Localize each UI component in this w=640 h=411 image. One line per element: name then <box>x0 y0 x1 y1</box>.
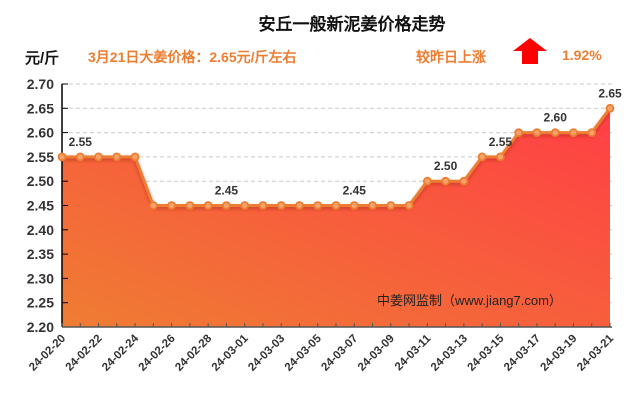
x-tick-label: 24-03-03 <box>246 333 287 374</box>
area-fill <box>62 108 610 327</box>
y-axis-unit: 元/斤 <box>25 50 60 67</box>
y-axis-labels: 2.20 2.25 2.30 2.35 2.40 2.45 2.50 2.55 2.60 2.65… <box>27 76 54 335</box>
x-axis-labels: 24-02-2024-02-2224-02-2424-02-2624-02-28… <box>27 332 616 373</box>
data-point <box>331 201 341 210</box>
data-point <box>295 201 304 210</box>
x-tick-label: 24-03-01 <box>210 332 251 373</box>
data-point <box>185 201 195 210</box>
data-labels: 2.55 2.45 2.45 2.50 2.55 2.60 2.65 <box>69 86 622 197</box>
data-point <box>532 128 542 138</box>
data-point <box>441 176 451 186</box>
data-point <box>313 201 323 210</box>
x-tick-label: 24-02-20 <box>27 333 68 374</box>
x-tick-label: 24-02-22 <box>64 333 105 374</box>
data-point <box>240 201 250 210</box>
data-point <box>148 201 158 210</box>
axes <box>61 83 612 328</box>
y-tick-label: 2.60 <box>27 125 54 141</box>
y-tick-label: 2.25 <box>27 295 54 311</box>
data-point <box>276 201 286 210</box>
data-point <box>587 128 597 138</box>
change-label: 较昨日上涨 <box>416 49 486 65</box>
data-point <box>550 128 560 138</box>
x-tick-label: 24-03-05 <box>283 332 324 373</box>
change-percent: 1.92% <box>562 47 602 63</box>
data-point <box>514 128 524 138</box>
data-points <box>57 103 615 210</box>
x-tick-label: 24-03-11 <box>393 332 434 373</box>
data-label: 2.60 <box>544 111 568 125</box>
y-tick-label: 2.70 <box>27 76 54 92</box>
data-point <box>368 201 377 210</box>
data-point <box>349 201 359 210</box>
data-point <box>57 152 67 162</box>
y-tick-label: 2.65 <box>27 100 54 116</box>
data-point <box>495 152 505 162</box>
data-point <box>203 201 213 210</box>
data-point <box>94 152 103 162</box>
data-point <box>258 201 268 210</box>
x-tick-label: 24-03-09 <box>356 333 397 374</box>
watermark: 中姜网监制（www.jiang7.com） <box>377 293 562 308</box>
x-tick-label: 24-03-21 <box>575 332 616 373</box>
data-point <box>605 103 615 113</box>
y-tick-label: 2.40 <box>27 222 54 238</box>
data-label: 2.50 <box>434 159 458 173</box>
x-tick-label: 24-03-07 <box>319 333 360 374</box>
y-tick-label: 2.35 <box>27 246 54 262</box>
up-arrow-icon <box>513 38 547 64</box>
x-tick-label: 24-03-17 <box>502 333 543 374</box>
data-label: 2.55 <box>69 135 93 149</box>
data-point <box>404 201 414 210</box>
x-tick-label: 24-03-19 <box>539 333 580 374</box>
y-tick-label: 2.20 <box>27 319 54 335</box>
data-point <box>112 152 122 162</box>
chart-title: 安丘一般新泥姜价格走势 <box>258 15 446 34</box>
data-point <box>459 176 469 186</box>
data-point <box>221 201 231 210</box>
data-point <box>167 201 177 210</box>
data-label: 2.65 <box>598 86 622 100</box>
data-label: 2.45 <box>343 184 367 198</box>
data-label: 2.55 <box>489 135 513 149</box>
data-point <box>422 176 432 186</box>
data-point <box>386 201 396 210</box>
x-tick-label: 24-02-26 <box>137 333 178 374</box>
x-tick-label: 24-02-28 <box>173 332 214 373</box>
data-point <box>130 152 140 162</box>
y-tick-label: 2.50 <box>27 173 54 189</box>
y-tick-label: 2.55 <box>27 149 54 165</box>
data-point <box>477 152 487 162</box>
data-point <box>75 152 85 162</box>
y-tick-label: 2.30 <box>27 270 54 286</box>
x-tick-label: 24-03-13 <box>429 333 470 374</box>
x-tick-label: 24-02-24 <box>100 332 141 373</box>
y-tick-label: 2.45 <box>27 198 54 214</box>
x-tick-label: 24-03-15 <box>465 332 506 373</box>
data-label: 2.45 <box>215 184 239 198</box>
price-note: 3月21日大姜价格：2.65元/斤左右 <box>88 49 297 65</box>
data-point <box>569 128 578 138</box>
